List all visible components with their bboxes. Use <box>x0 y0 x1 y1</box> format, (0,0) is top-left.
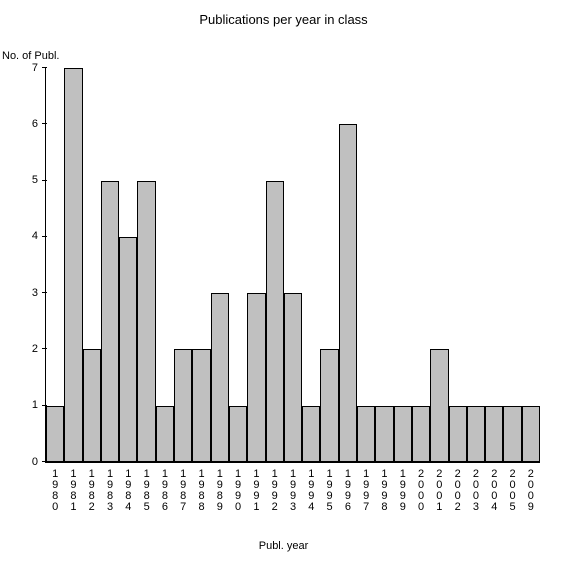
bar <box>302 406 320 462</box>
bar <box>83 349 101 462</box>
x-tick-label: 1982 <box>86 468 98 512</box>
x-axis-title: Publ. year <box>0 540 567 552</box>
bar <box>266 181 284 462</box>
bar <box>522 406 540 462</box>
bar <box>375 406 393 462</box>
x-tick-label: 1997 <box>360 468 372 512</box>
x-tick-label: 1990 <box>232 468 244 512</box>
y-tick-label: 5 <box>32 174 38 186</box>
bar <box>101 181 119 462</box>
x-tick-label: 2002 <box>452 468 464 512</box>
y-tick-mark <box>42 292 47 293</box>
x-tick-label: 1988 <box>196 468 208 512</box>
y-tick-label: 7 <box>32 62 38 74</box>
y-tick-label: 6 <box>32 118 38 130</box>
bar <box>320 349 338 462</box>
bar <box>64 68 82 462</box>
x-tick-label: 1987 <box>177 468 189 512</box>
y-tick-label: 3 <box>32 287 38 299</box>
x-tick-label: 1995 <box>324 468 336 512</box>
y-tick-mark <box>42 461 47 462</box>
bar <box>46 406 64 462</box>
x-tick-label: 1985 <box>141 468 153 512</box>
bar <box>137 181 155 462</box>
x-tick-label: 1989 <box>214 468 226 512</box>
bar <box>247 293 265 462</box>
x-tick-label: 2009 <box>525 468 537 512</box>
x-tick-label: 2005 <box>507 468 519 512</box>
x-tick-label: 2000 <box>415 468 427 512</box>
x-tick-label: 1984 <box>122 468 134 512</box>
chart-title: Publications per year in class <box>0 12 567 27</box>
chart-container: Publications per year in class No. of Pu… <box>0 0 567 567</box>
bar <box>192 349 210 462</box>
x-tick-label: 1994 <box>305 468 317 512</box>
bar <box>467 406 485 462</box>
x-tick-label: 2003 <box>470 468 482 512</box>
x-tick-label: 1999 <box>397 468 409 512</box>
x-tick-label: 1983 <box>104 468 116 512</box>
y-tick-label: 4 <box>32 230 38 242</box>
bar <box>156 406 174 462</box>
y-tick-mark <box>42 67 47 68</box>
bar <box>449 406 467 462</box>
bar <box>394 406 412 462</box>
bar <box>412 406 430 462</box>
bar <box>211 293 229 462</box>
x-tick-label: 1992 <box>269 468 281 512</box>
x-tick-label: 2001 <box>433 468 445 512</box>
bar <box>284 293 302 462</box>
x-tick-label: 1986 <box>159 468 171 512</box>
bar <box>119 237 137 462</box>
y-tick-label: 1 <box>32 399 38 411</box>
y-tick-mark <box>42 348 47 349</box>
x-tick-label: 1980 <box>49 468 61 512</box>
x-tick-label: 2004 <box>488 468 500 512</box>
bars-group <box>46 68 540 462</box>
x-tick-label: 1981 <box>67 468 79 512</box>
x-tick-label: 1996 <box>342 468 354 512</box>
y-tick-label: 0 <box>32 456 38 468</box>
y-axis-title: No. of Publ. <box>2 50 59 62</box>
bar <box>229 406 247 462</box>
y-tick-label: 2 <box>32 343 38 355</box>
y-tick-mark <box>42 405 47 406</box>
y-tick-mark <box>42 180 47 181</box>
bar <box>174 349 192 462</box>
x-tick-label: 1993 <box>287 468 299 512</box>
bar <box>430 349 448 462</box>
y-tick-mark <box>42 123 47 124</box>
plot-area: 1980198119821983198419851986198719881989… <box>45 68 540 463</box>
x-tick-label: 1998 <box>378 468 390 512</box>
x-tick-label: 1991 <box>250 468 262 512</box>
bar <box>485 406 503 462</box>
bar <box>503 406 521 462</box>
bar <box>339 124 357 462</box>
y-tick-mark <box>42 236 47 237</box>
bar <box>357 406 375 462</box>
